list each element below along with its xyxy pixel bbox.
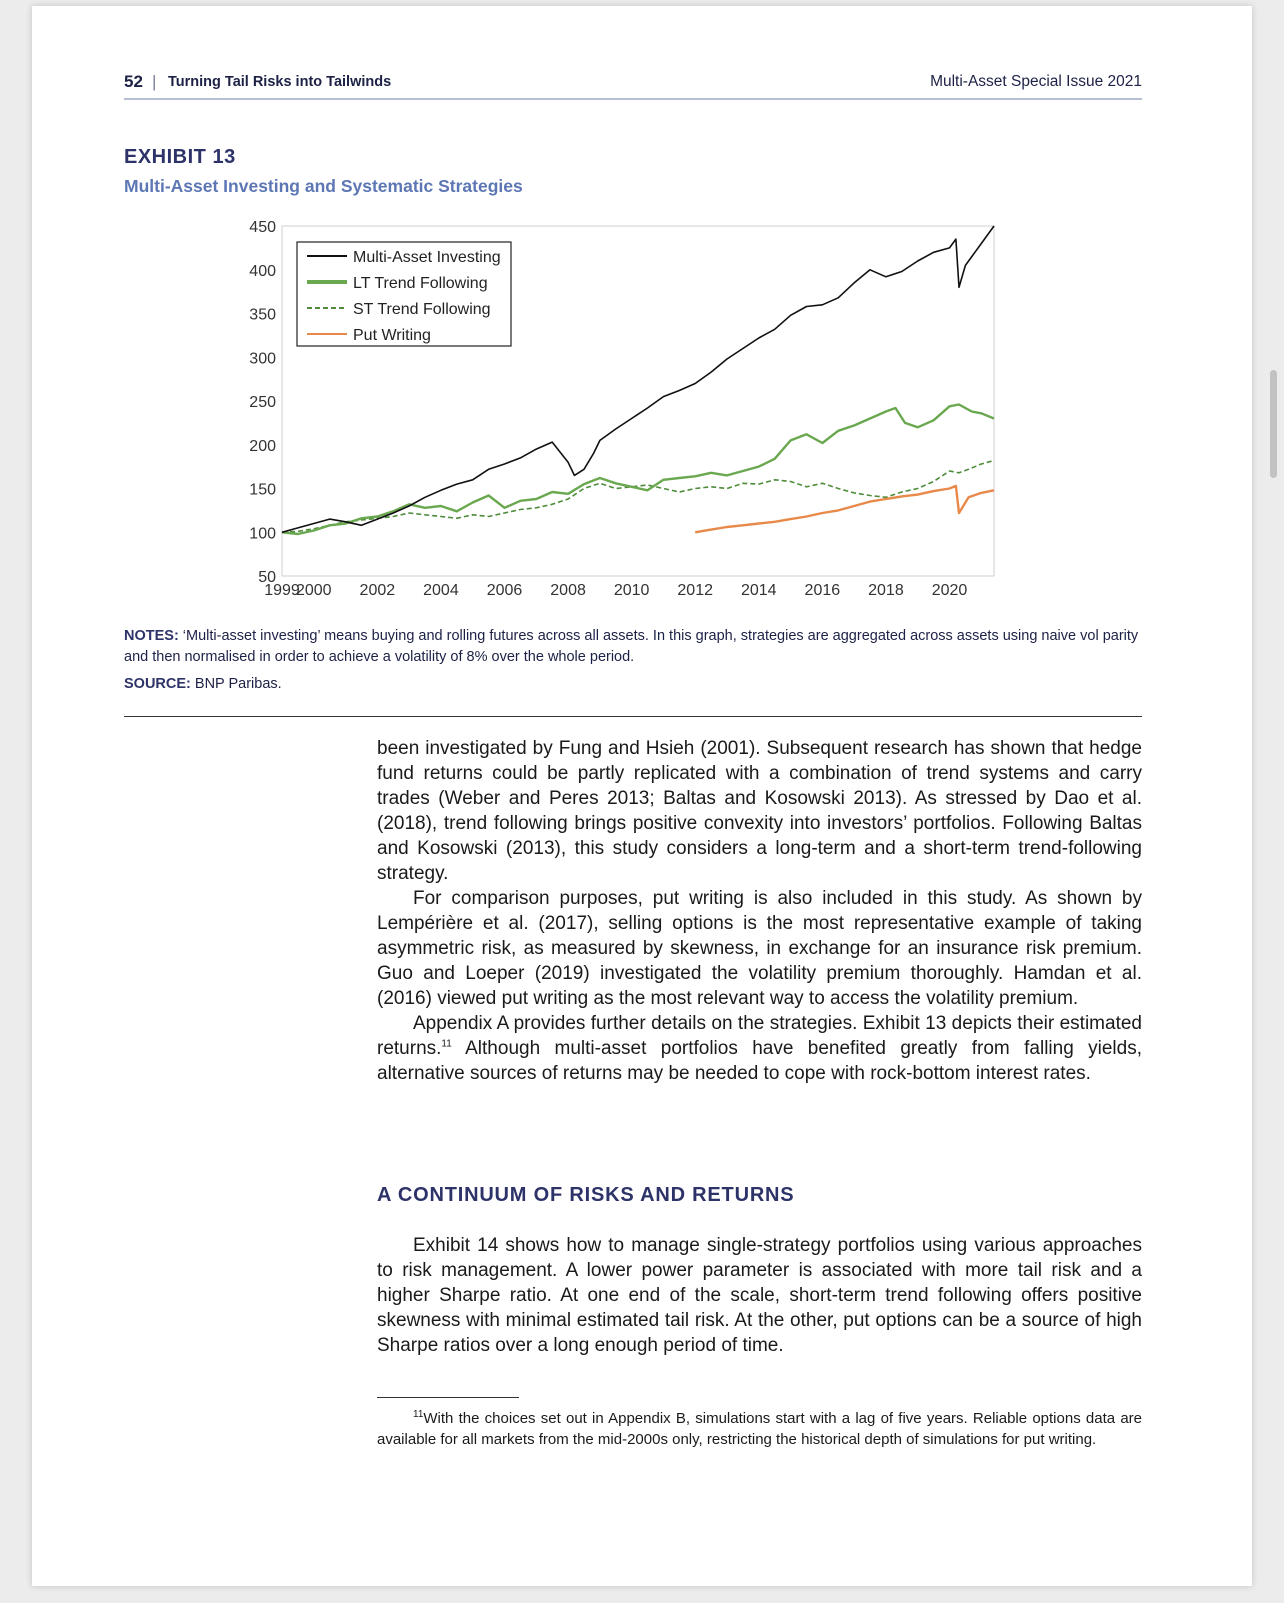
source-text: BNP Paribas. bbox=[190, 676, 282, 692]
body-text: been investigated by Fung and Hsieh (200… bbox=[377, 736, 1142, 1086]
header-separator: | bbox=[152, 72, 157, 91]
x-tick-label: 2014 bbox=[741, 582, 777, 599]
y-tick-label: 300 bbox=[249, 350, 276, 367]
x-tick-label: 2008 bbox=[550, 582, 586, 599]
footnote-reference[interactable]: 11 bbox=[441, 1038, 452, 1050]
footnote: 11With the choices set out in Appendix B… bbox=[377, 1408, 1142, 1450]
series-line bbox=[281, 225, 995, 534]
document-page: 52 | Turning Tail Risks into Tailwinds M… bbox=[32, 6, 1252, 1586]
source-label: SOURCE: bbox=[124, 676, 191, 692]
legend-label: LT Trend Following bbox=[353, 275, 488, 292]
notes-text: ‘Multi-asset investing’ means buying and… bbox=[124, 628, 1139, 665]
y-tick-label: 200 bbox=[249, 438, 276, 455]
exhibit-bottom-rule bbox=[124, 716, 1142, 717]
footnote-marker: 11 bbox=[413, 1409, 424, 1420]
x-tick-label: 1999 bbox=[264, 582, 300, 599]
x-tick-label: 2018 bbox=[868, 582, 904, 599]
exhibit-label: EXHIBIT 13 bbox=[124, 146, 236, 168]
legend-label: Multi-Asset Investing bbox=[353, 249, 501, 266]
section-heading: A CONTINUUM OF RISKS AND RETURNS bbox=[377, 1184, 795, 1206]
y-tick-label: 50 bbox=[258, 569, 276, 586]
scrollbar-thumb[interactable] bbox=[1270, 370, 1277, 478]
y-tick-label: 350 bbox=[249, 307, 276, 324]
exhibit-title: Multi-Asset Investing and Systematic Str… bbox=[124, 176, 523, 196]
paragraph-text: Although multi-asset portfolios have ben… bbox=[377, 1038, 1142, 1084]
y-tick-label: 400 bbox=[249, 263, 276, 280]
paragraph: For comparison purposes, put writing is … bbox=[377, 888, 1142, 1009]
x-tick-label: 2016 bbox=[805, 582, 841, 599]
paragraph: been investigated by Fung and Hsieh (200… bbox=[377, 738, 1142, 884]
x-tick-label: 2006 bbox=[487, 582, 523, 599]
x-tick-label: 2012 bbox=[677, 582, 713, 599]
x-tick-label: 2002 bbox=[360, 582, 396, 599]
exhibit-source: SOURCE: BNP Paribas. bbox=[124, 676, 282, 692]
footnote-text: With the choices set out in Appendix B, … bbox=[377, 1410, 1142, 1448]
y-tick-label: 150 bbox=[249, 482, 276, 499]
x-tick-label: 2000 bbox=[296, 582, 332, 599]
series-line bbox=[281, 459, 995, 534]
legend-label: ST Trend Following bbox=[353, 301, 491, 318]
plot-frame bbox=[281, 225, 995, 577]
header-rule bbox=[124, 98, 1142, 100]
notes-label: NOTES: bbox=[124, 628, 179, 644]
series-line bbox=[281, 403, 995, 536]
series-line bbox=[694, 484, 995, 534]
y-tick-label: 250 bbox=[249, 394, 276, 411]
y-tick-label: 450 bbox=[249, 219, 276, 236]
x-tick-label: 2004 bbox=[423, 582, 459, 599]
legend-box bbox=[296, 241, 512, 347]
paragraph: Appendix A provides further details on t… bbox=[377, 1011, 1142, 1086]
footnote-rule bbox=[377, 1397, 519, 1398]
legend-label: Put Writing bbox=[353, 327, 431, 344]
paragraph: Exhibit 14 shows how to manage single-st… bbox=[377, 1235, 1142, 1356]
y-tick-label: 100 bbox=[249, 525, 276, 542]
issue-title: Multi-Asset Special Issue 2021 bbox=[930, 73, 1142, 90]
page-number: 52 bbox=[124, 72, 143, 91]
paragraph-text: Appendix A provides further details on t… bbox=[377, 1013, 1142, 1059]
chart-legend: Multi-Asset Investing LT Trend Following S… bbox=[296, 241, 512, 347]
x-tick-label: 2020 bbox=[932, 582, 968, 599]
article-title: Turning Tail Risks into Tailwinds bbox=[168, 74, 392, 90]
x-tick-label: 2010 bbox=[614, 582, 650, 599]
exhibit-notes: NOTES: ‘Multi-asset investing’ means buy… bbox=[124, 626, 1144, 668]
